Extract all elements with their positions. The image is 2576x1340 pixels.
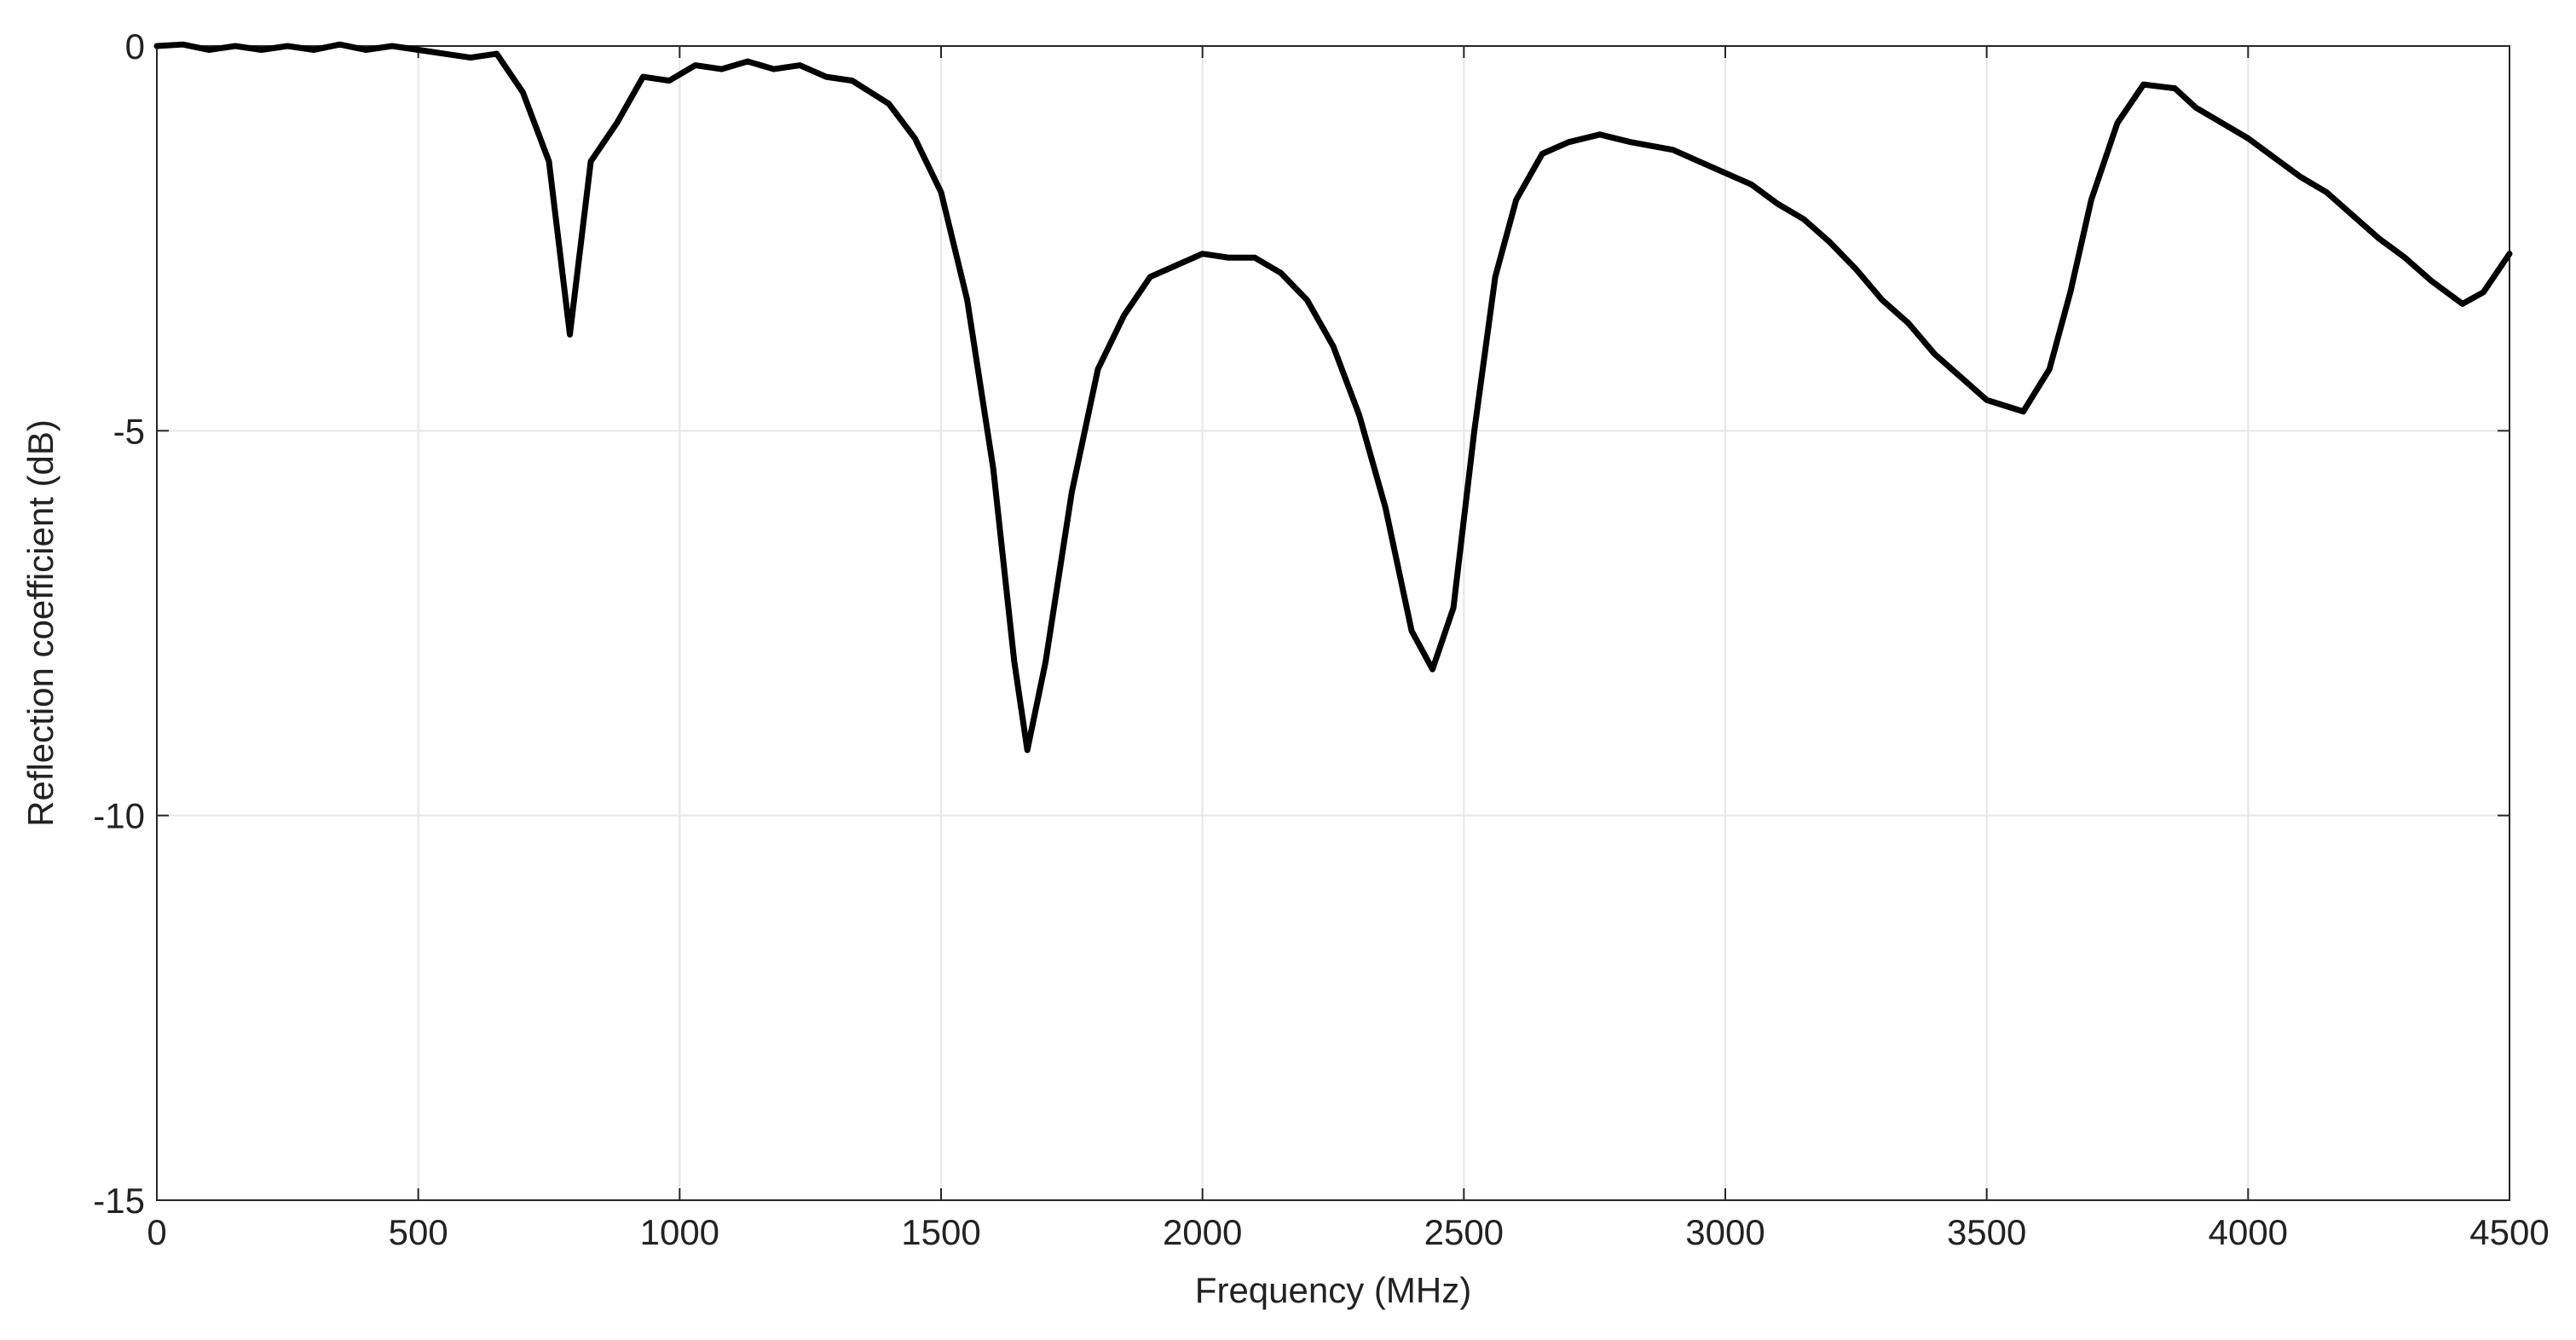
x-tick-label: 4000 xyxy=(2209,1212,2288,1252)
y-tick-label: -15 xyxy=(93,1181,145,1221)
x-tick-label: 1000 xyxy=(640,1212,719,1252)
data-line xyxy=(153,41,2513,754)
x-tick-label: 0 xyxy=(147,1212,166,1252)
x-tick-label: 2500 xyxy=(1424,1212,1504,1252)
x-tick-label: 3000 xyxy=(1685,1212,1765,1252)
y-tick-label: -10 xyxy=(93,796,145,836)
x-tick-label: 1500 xyxy=(901,1212,980,1252)
x-tick-label: 3500 xyxy=(1947,1212,2026,1252)
x-axis-label: Frequency (MHz) xyxy=(1195,1270,1471,1310)
y-axis-label: Reflection coefficient (dB) xyxy=(20,419,61,827)
x-tick-label: 4500 xyxy=(2469,1212,2549,1252)
x-tick-label: 2000 xyxy=(1163,1212,1242,1252)
y-tick-label: -5 xyxy=(113,411,145,451)
y-tick-label: 0 xyxy=(125,26,145,66)
x-tick-label: 500 xyxy=(389,1212,448,1252)
plot-frame xyxy=(156,45,2510,1201)
